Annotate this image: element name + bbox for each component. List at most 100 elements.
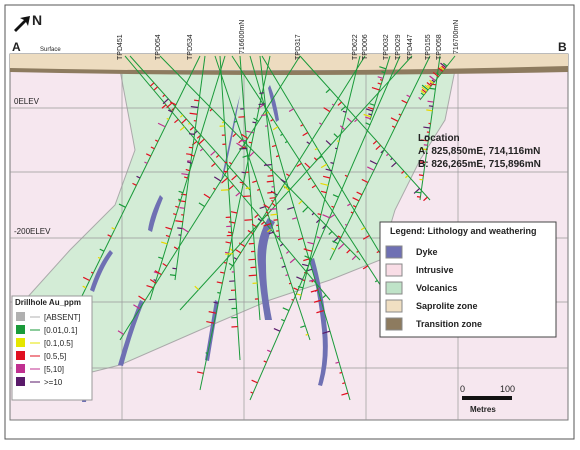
collar-label: TPD155 xyxy=(425,34,432,60)
lithology-legend: Legend: Lithology and weathering DykeInt… xyxy=(380,222,556,337)
section-end: B xyxy=(558,40,567,54)
collar-label: TPD058 xyxy=(436,34,443,60)
assay-tick xyxy=(259,104,266,105)
assay-legend: Drillhole Au_ppm [ABSENT][0.01,0.1][0.1,… xyxy=(12,296,92,400)
assay-tick xyxy=(248,259,255,260)
assay-tick xyxy=(345,224,347,225)
scale-unit: Metres xyxy=(470,405,496,414)
section-start: A xyxy=(12,40,21,54)
assay-tick xyxy=(245,220,253,221)
assay-tick xyxy=(243,196,251,197)
assay-tick xyxy=(330,163,333,164)
collar-label: TPD054 xyxy=(155,34,162,60)
assay-tick xyxy=(426,110,432,111)
assay-tick xyxy=(267,181,274,182)
assay-tick xyxy=(289,283,291,284)
assay-tick xyxy=(225,252,229,253)
location-title: Location xyxy=(418,133,460,144)
scale-end: 100 xyxy=(500,384,515,394)
assay-tick xyxy=(428,101,434,102)
legend-swatch xyxy=(16,325,25,334)
location-a: A: 825,850mE, 714,116mN xyxy=(418,146,540,157)
legend-label: Transition zone xyxy=(416,319,482,329)
assay-tick xyxy=(189,147,193,148)
assay-tick xyxy=(335,148,337,149)
legend-swatch xyxy=(16,351,25,360)
collar-label: TPD534 xyxy=(187,34,194,60)
assay-tick xyxy=(306,334,308,335)
legend-swatch xyxy=(386,264,402,276)
legend-label: Volcanics xyxy=(416,283,457,293)
assay-tick xyxy=(257,189,259,190)
scale-start: 0 xyxy=(460,384,465,394)
assay-tick xyxy=(239,148,247,149)
collar-label: TPD317 xyxy=(295,34,302,60)
legend-swatch xyxy=(386,318,402,330)
legend-label: [5,10] xyxy=(44,365,64,374)
collar-label: TPD622 xyxy=(352,34,359,60)
elevation-label: -200ELEV xyxy=(14,227,51,236)
assay-tick xyxy=(340,372,342,373)
assay-tick xyxy=(342,383,345,384)
assay-tick xyxy=(252,122,256,123)
assay-tick xyxy=(221,190,229,191)
collar-label: TPD032 xyxy=(383,34,390,60)
assay-tick xyxy=(266,165,272,166)
assay-tick xyxy=(415,192,421,193)
legend-label: [0.1,0.5] xyxy=(44,339,73,348)
assay-tick xyxy=(419,175,423,176)
assay-tick xyxy=(249,275,257,276)
assay-tick xyxy=(318,214,321,215)
legend-swatch xyxy=(16,364,25,373)
assay-tick xyxy=(179,208,184,209)
assay-tick xyxy=(177,228,182,229)
surface-label: Surface xyxy=(40,47,61,53)
legend-swatch xyxy=(386,300,402,312)
assay-tick xyxy=(270,214,277,215)
location-b: B: 826,265mE, 715,896mN xyxy=(418,159,541,170)
assay-tick xyxy=(268,176,273,177)
assay-tick xyxy=(343,111,346,112)
assay-tick xyxy=(217,293,220,294)
legend-title: Drillhole Au_ppm xyxy=(15,298,81,307)
elevation-label: 0ELEV xyxy=(14,97,40,106)
legend-label: Dyke xyxy=(416,247,438,257)
scale-bar-rect xyxy=(462,396,512,400)
assay-tick xyxy=(170,275,176,276)
assay-tick xyxy=(429,106,433,107)
assay-tick xyxy=(270,198,276,199)
assay-tick xyxy=(280,258,282,259)
collar-label: 716700mN xyxy=(453,20,460,54)
assay-tick xyxy=(178,199,181,200)
collar-label: TPD006 xyxy=(362,34,369,60)
assay-tick xyxy=(249,142,252,143)
collar-label: 716600mN xyxy=(239,20,246,54)
legend-label: >=10 xyxy=(44,378,63,387)
legend-label: [ABSENT] xyxy=(44,313,80,322)
assay-tick xyxy=(224,263,227,264)
assay-tick xyxy=(225,254,233,255)
assay-tick xyxy=(194,100,199,101)
collar-label: TPD451 xyxy=(117,34,124,60)
assay-tick xyxy=(292,299,294,300)
assay-tick xyxy=(270,209,277,210)
assay-tick xyxy=(259,93,264,94)
north-label: N xyxy=(32,12,42,28)
collar-label: TPD447 xyxy=(407,34,414,60)
saprolite-zone xyxy=(10,54,568,70)
assay-tick xyxy=(276,156,279,157)
legend-swatch xyxy=(16,377,25,386)
assay-tick xyxy=(154,280,156,281)
legend-label: Saprolite zone xyxy=(416,301,478,311)
assay-tick xyxy=(172,268,176,269)
assay-tick xyxy=(267,192,274,193)
collar-label: TPD029 xyxy=(395,34,402,60)
assay-tick xyxy=(242,172,246,173)
assay-tick xyxy=(240,182,244,183)
assay-tick xyxy=(261,115,266,116)
assay-tick xyxy=(429,88,435,89)
legend-label: [0.5,5] xyxy=(44,352,66,361)
legend-label: Intrusive xyxy=(416,265,454,275)
legend-swatch xyxy=(386,282,402,294)
